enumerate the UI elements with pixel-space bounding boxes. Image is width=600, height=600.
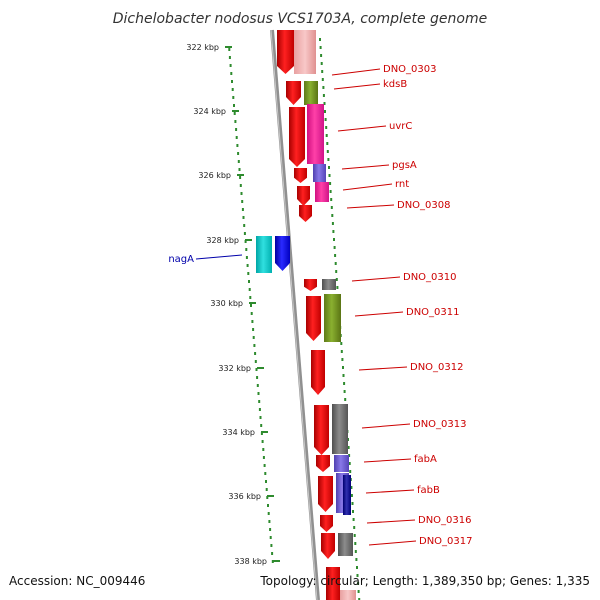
feature-block [326, 567, 340, 600]
scale-label: 326 kbp [198, 171, 231, 180]
feature-track [256, 30, 356, 600]
leader-line [342, 183, 393, 191]
feature-block [338, 533, 353, 556]
leader-line [341, 164, 390, 170]
leader-line [366, 519, 416, 524]
scale-tick [273, 560, 280, 562]
scale-label: 324 kbp [193, 107, 226, 116]
gene-label-pgsa: pgsA [392, 160, 417, 171]
feature-block [299, 205, 312, 222]
genome-summary-text: Topology: circular; Length: 1,389,350 bp… [260, 574, 590, 588]
scale-label: 332 kbp [218, 364, 251, 373]
backbone-axis-highlight [270, 29, 318, 600]
feature-block [321, 533, 335, 559]
scale-tick [249, 302, 256, 304]
gene-label-dno-0312: DNO_0312 [410, 362, 464, 373]
scale-tick [261, 431, 268, 433]
gene-label-kdsb: kdsB [383, 79, 407, 90]
feature-block [332, 404, 348, 454]
leader-line [337, 125, 387, 132]
leader-line [365, 489, 415, 494]
leader-line [358, 366, 408, 371]
gene-label-fabb: fabB [417, 485, 440, 496]
feature-block [306, 296, 321, 341]
gene-label-dno-0303: DNO_0303 [383, 64, 437, 75]
scale-tick [257, 367, 264, 369]
feature-block [304, 81, 318, 105]
leader-line [361, 423, 411, 429]
scale-tick [245, 239, 252, 241]
feature-block [304, 279, 317, 291]
feature-block [324, 294, 341, 342]
gene-label-faba: fabA [414, 454, 437, 465]
scale-label: 334 kbp [222, 428, 255, 437]
gene-label-dno-0317: DNO_0317 [419, 536, 473, 547]
feature-block [314, 405, 329, 455]
feature-block [289, 107, 305, 167]
scale-label: 338 kbp [234, 557, 267, 566]
feature-block [322, 279, 336, 290]
leader-line [368, 540, 417, 546]
leader-line [331, 68, 381, 76]
leader-line [354, 311, 404, 317]
scale-label: 330 kbp [210, 299, 243, 308]
feature-block [320, 515, 333, 532]
scale-tick [267, 495, 274, 497]
gene-label-dno-0311: DNO_0311 [406, 307, 460, 318]
leader-line [346, 204, 395, 209]
leader-line [363, 458, 412, 463]
leader-line [333, 83, 381, 90]
feature-block [343, 475, 351, 515]
leader-line [195, 254, 243, 260]
scale-labels: 322 kbp 324 kbp 326 kbp 328 kbp 330 kbp 332 k… [186, 43, 267, 566]
feature-block [334, 455, 349, 472]
scale-label: 322 kbp [186, 43, 219, 52]
feature-block [313, 164, 326, 182]
feature-block [286, 81, 301, 105]
feature-block [294, 30, 316, 74]
scale-label: 328 kbp [206, 236, 239, 245]
scale-tick [232, 110, 239, 112]
accession-text: Accession: NC_009446 [9, 574, 146, 588]
feature-block [256, 236, 272, 273]
gene-label-dno-0313: DNO_0313 [413, 419, 467, 430]
feature-block [297, 186, 310, 206]
scale-dotted-track [228, 48, 274, 563]
leader-line [351, 276, 401, 282]
feature-block [315, 182, 329, 202]
label-leader-lines [195, 68, 417, 546]
feature-block [307, 104, 324, 164]
gene-label-rnt: rnt [395, 179, 409, 190]
feature-block [277, 30, 294, 74]
feature-block [311, 350, 325, 395]
map-title: Dichelobacter nodosus VCS1703A, complete… [113, 11, 487, 27]
feature-block [316, 455, 330, 472]
backbone-axis [270, 29, 320, 600]
feature-block [275, 236, 290, 271]
gene-labels: DNO_0303 kdsB uvrC pgsA rnt DNO_0308 nagA DNO_0… [168, 64, 472, 547]
scale-label: 336 kbp [228, 492, 261, 501]
gene-label-dno-0316: DNO_0316 [418, 515, 472, 526]
scale-ticks [225, 46, 280, 562]
feature-block [318, 476, 333, 512]
scale-tick [237, 174, 244, 176]
feature-block [294, 168, 307, 183]
gene-label-dno-0308: DNO_0308 [397, 200, 451, 211]
gene-label-dno-0310: DNO_0310 [403, 272, 457, 283]
scale-tick [225, 46, 232, 48]
gene-label-uvrc: uvrC [389, 121, 412, 132]
feature-block [340, 590, 356, 600]
gene-label-naga: nagA [168, 254, 194, 265]
